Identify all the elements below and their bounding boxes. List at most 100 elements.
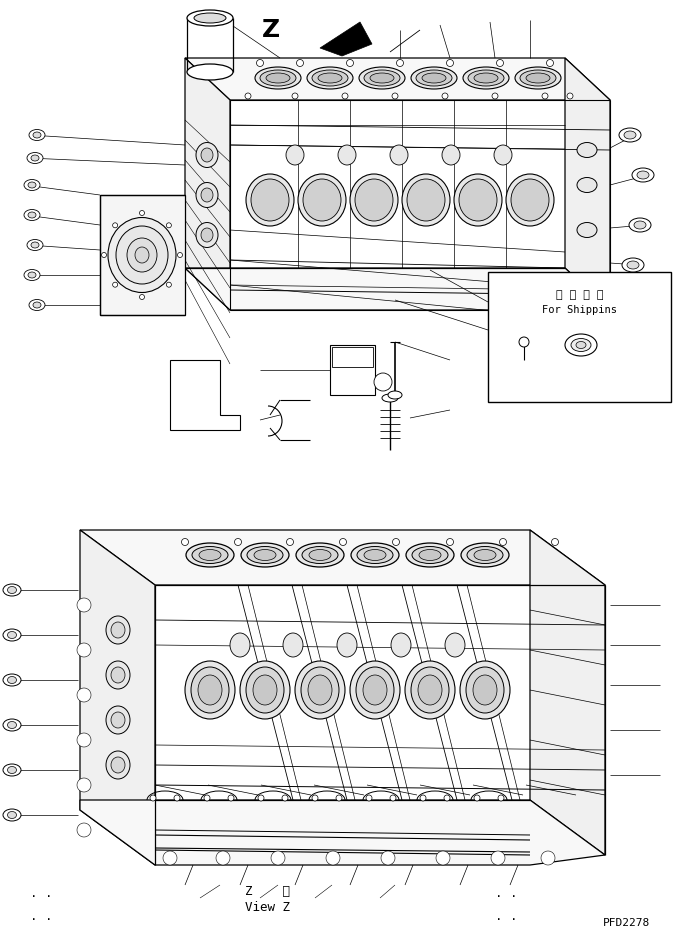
Ellipse shape — [196, 223, 218, 247]
Ellipse shape — [185, 661, 235, 719]
Ellipse shape — [194, 13, 226, 23]
Circle shape — [77, 733, 91, 747]
Ellipse shape — [24, 210, 40, 221]
Ellipse shape — [247, 547, 283, 563]
Ellipse shape — [474, 549, 496, 561]
Ellipse shape — [108, 217, 176, 292]
Ellipse shape — [240, 661, 290, 719]
Bar — [488, 272, 671, 402]
Polygon shape — [100, 195, 185, 315]
Circle shape — [77, 778, 91, 792]
Ellipse shape — [301, 667, 339, 713]
Ellipse shape — [576, 342, 586, 348]
Ellipse shape — [402, 174, 450, 226]
Ellipse shape — [295, 661, 345, 719]
Ellipse shape — [8, 812, 17, 818]
Ellipse shape — [356, 667, 394, 713]
Circle shape — [336, 795, 342, 801]
Ellipse shape — [201, 148, 213, 162]
Circle shape — [166, 854, 174, 862]
Circle shape — [77, 598, 91, 612]
Ellipse shape — [135, 247, 149, 263]
Circle shape — [150, 795, 156, 801]
Circle shape — [102, 253, 107, 257]
Circle shape — [342, 93, 348, 99]
Ellipse shape — [116, 226, 168, 284]
Text: PFD2278: PFD2278 — [603, 918, 650, 928]
Ellipse shape — [445, 633, 465, 657]
Ellipse shape — [359, 67, 405, 89]
Polygon shape — [185, 58, 230, 310]
Circle shape — [497, 60, 504, 66]
Circle shape — [326, 851, 340, 865]
Circle shape — [499, 538, 506, 546]
Ellipse shape — [27, 153, 43, 164]
Ellipse shape — [461, 543, 509, 567]
Ellipse shape — [388, 391, 402, 399]
Ellipse shape — [466, 667, 504, 713]
Circle shape — [384, 854, 392, 862]
Circle shape — [519, 337, 529, 347]
Ellipse shape — [577, 223, 597, 238]
Ellipse shape — [8, 587, 17, 593]
Ellipse shape — [198, 675, 222, 705]
Ellipse shape — [24, 180, 40, 191]
Circle shape — [113, 282, 118, 287]
Ellipse shape — [199, 549, 221, 561]
Circle shape — [396, 60, 403, 66]
Ellipse shape — [286, 145, 304, 165]
Ellipse shape — [196, 142, 218, 168]
Circle shape — [140, 211, 144, 215]
Circle shape — [312, 795, 318, 801]
Ellipse shape — [196, 183, 218, 208]
Circle shape — [274, 854, 282, 862]
Polygon shape — [320, 22, 372, 56]
Ellipse shape — [363, 675, 387, 705]
Text: . .: . . — [30, 910, 52, 923]
Ellipse shape — [8, 767, 17, 773]
Ellipse shape — [460, 661, 510, 719]
Ellipse shape — [355, 179, 393, 221]
Circle shape — [216, 851, 230, 865]
Text: Z: Z — [262, 18, 280, 42]
Ellipse shape — [416, 70, 452, 86]
Circle shape — [491, 851, 505, 865]
Bar — [330, 345, 375, 395]
Circle shape — [436, 851, 450, 865]
Ellipse shape — [106, 751, 130, 779]
Circle shape — [178, 253, 182, 257]
Ellipse shape — [624, 131, 636, 139]
Ellipse shape — [187, 10, 233, 26]
Ellipse shape — [201, 228, 213, 242]
Circle shape — [271, 851, 285, 865]
Ellipse shape — [3, 674, 21, 686]
Circle shape — [113, 223, 118, 227]
Ellipse shape — [28, 212, 36, 218]
Ellipse shape — [187, 64, 233, 80]
Polygon shape — [80, 530, 155, 865]
Ellipse shape — [473, 675, 497, 705]
Ellipse shape — [511, 179, 549, 221]
Ellipse shape — [106, 661, 130, 689]
Ellipse shape — [127, 238, 157, 272]
Ellipse shape — [307, 67, 353, 89]
Ellipse shape — [29, 300, 45, 311]
Ellipse shape — [571, 339, 591, 352]
Ellipse shape — [634, 221, 646, 229]
Ellipse shape — [351, 543, 399, 567]
Circle shape — [339, 538, 347, 546]
Ellipse shape — [406, 543, 454, 567]
Circle shape — [552, 538, 559, 546]
Ellipse shape — [382, 394, 398, 402]
Circle shape — [390, 795, 396, 801]
Ellipse shape — [468, 70, 504, 86]
Ellipse shape — [3, 809, 21, 821]
Text: View Z: View Z — [245, 901, 290, 914]
Ellipse shape — [515, 67, 561, 89]
Ellipse shape — [412, 547, 448, 563]
Ellipse shape — [192, 547, 228, 563]
Ellipse shape — [283, 633, 303, 657]
Ellipse shape — [31, 155, 39, 161]
Circle shape — [546, 60, 554, 66]
Ellipse shape — [241, 543, 289, 567]
